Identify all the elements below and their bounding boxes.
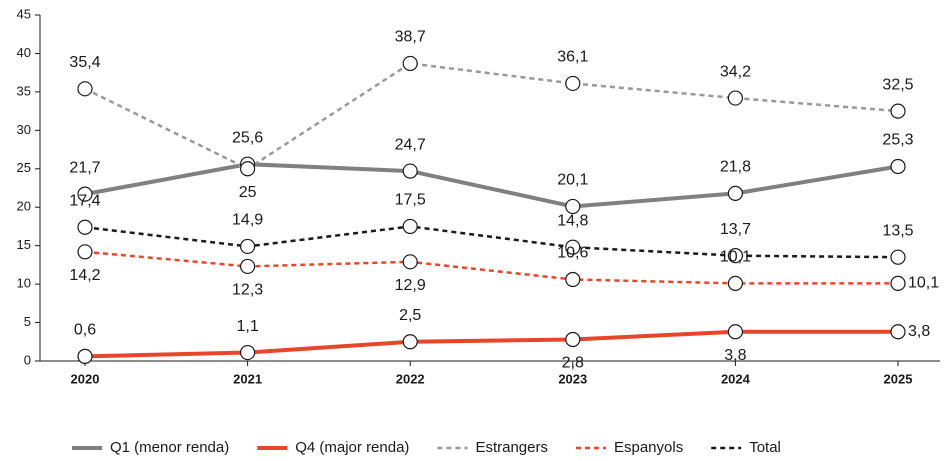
point [727, 90, 744, 106]
data-label: 34,2 [720, 63, 751, 80]
point [240, 344, 256, 361]
data-label: 10,1 [720, 249, 751, 266]
point [890, 158, 906, 175]
y-tick-label: 10 [17, 276, 31, 291]
legend-label: Total [749, 439, 781, 456]
point [727, 248, 744, 264]
data-label: 24,7 [395, 136, 426, 153]
point [77, 186, 93, 202]
data-label: 21,8 [720, 159, 751, 176]
y-tick-label: 45 [17, 6, 31, 21]
x-tick-label: 2022 [396, 371, 425, 386]
x-tick-label: 2020 [71, 371, 100, 386]
data-label: 3,8 [908, 323, 930, 340]
data-label: 20,1 [557, 172, 588, 189]
y-tick-label: 0 [24, 352, 31, 367]
point [565, 239, 581, 255]
point [727, 185, 744, 201]
data-label: 32,5 [882, 76, 913, 93]
point [240, 238, 256, 255]
point [890, 103, 906, 119]
y-tick-label: 30 [17, 122, 31, 137]
data-label: 1,1 [236, 318, 258, 335]
series-line [84, 162, 899, 209]
data-label: 17,5 [395, 192, 426, 209]
data-label: 25,6 [232, 129, 263, 146]
legend-label: Estrangers [475, 439, 548, 456]
series-line [84, 62, 899, 171]
point [77, 348, 93, 364]
data-label: 14,2 [69, 267, 100, 284]
data-label: 3,8 [724, 347, 746, 364]
y-tick-label: 25 [17, 160, 31, 175]
data-label: 21,7 [69, 159, 100, 176]
x-tick-label: 2021 [233, 371, 262, 386]
data-label: 14,9 [232, 212, 263, 229]
data-label: 35,4 [69, 54, 100, 71]
y-tick-label: 5 [24, 314, 31, 329]
point [565, 331, 581, 348]
point [565, 198, 581, 215]
legend-label: Q1 (menor renda) [110, 439, 229, 456]
data-label: 25,3 [882, 132, 913, 149]
data-label: 12,3 [232, 282, 263, 299]
data-label: 0,6 [74, 322, 96, 339]
point [565, 75, 581, 92]
point [402, 254, 418, 270]
data-label: 2,8 [562, 355, 584, 372]
point [890, 275, 906, 291]
series-line [84, 225, 899, 259]
point [240, 161, 256, 177]
x-tick-label: 2023 [558, 371, 587, 386]
point [402, 218, 418, 235]
y-tick-label: 35 [17, 83, 31, 98]
point [77, 219, 93, 235]
point [77, 81, 93, 97]
legend-label: Espanyols [614, 439, 683, 456]
data-label: 25 [239, 184, 257, 201]
data-label: 12,9 [395, 277, 426, 294]
x-tick-label: 2024 [721, 371, 751, 386]
data-label: 2,5 [399, 307, 421, 324]
point [727, 324, 744, 340]
markers [77, 55, 906, 364]
point [402, 55, 418, 72]
data-label: 10,1 [908, 275, 939, 292]
y-tick-label: 15 [17, 237, 31, 252]
data-label: 17,4 [69, 192, 100, 209]
point [402, 163, 418, 179]
point [565, 271, 581, 288]
legend: Q1 (menor renda) Q4 (major renda) Estrange… [72, 439, 781, 456]
data-label: 13,5 [882, 222, 913, 239]
point [890, 324, 906, 340]
legend-label: Q4 (major renda) [295, 439, 409, 456]
point [77, 244, 93, 260]
point [890, 249, 906, 265]
point [727, 275, 744, 291]
y-tick-label: 40 [17, 45, 31, 60]
point [402, 334, 418, 350]
series-line [84, 250, 898, 285]
data-label: 38,7 [395, 29, 426, 46]
x-tick-label: 2025 [884, 371, 913, 386]
series-line [84, 329, 898, 359]
data-label: 36,1 [557, 49, 588, 66]
data-label: 14,8 [557, 212, 588, 229]
data-label: 10,6 [557, 245, 588, 262]
y-tick-label: 20 [17, 199, 31, 214]
data-label: 13,7 [720, 221, 751, 238]
point [240, 258, 256, 275]
